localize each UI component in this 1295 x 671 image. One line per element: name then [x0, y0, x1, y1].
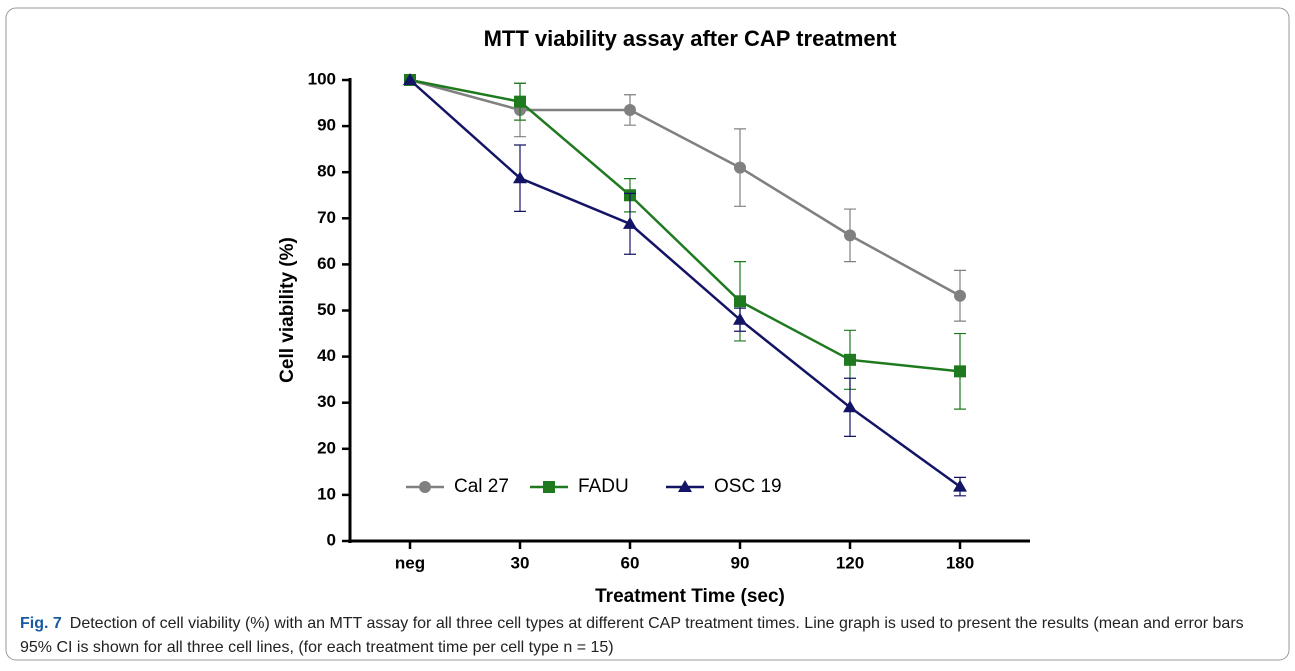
caption-label: Fig. 7 [20, 615, 62, 632]
y-tick-label: 100 [308, 69, 336, 88]
y-tick-label: 50 [317, 300, 336, 319]
caption: Fig. 7 Detection of cell viability (%) wi… [20, 612, 1275, 660]
data-point [513, 171, 527, 184]
x-tick-label: neg [395, 553, 425, 572]
data-point [403, 73, 417, 85]
data-point [954, 365, 966, 378]
legend-label: OSC 19 [714, 476, 782, 497]
x-tick-label: 180 [946, 553, 974, 572]
frame [5, 7, 1290, 661]
x-tick-label: 30 [511, 553, 530, 572]
legend-label: FADU [578, 476, 629, 497]
y-tick-label: 90 [317, 116, 336, 135]
data-point [844, 229, 856, 242]
legend-marker [419, 481, 431, 493]
legend-marker [678, 480, 692, 492]
y-tick-label: 80 [317, 162, 336, 181]
data-point [954, 289, 966, 302]
legend-marker [543, 481, 555, 493]
data-point [733, 312, 747, 325]
x-axis-title: Treatment Time (sec) [595, 586, 785, 607]
y-tick-label: 30 [317, 392, 336, 411]
data-point [734, 295, 746, 308]
y-tick-label: 70 [317, 208, 336, 227]
data-point [623, 216, 637, 229]
x-tick-label: 120 [836, 553, 864, 572]
data-point [843, 400, 857, 413]
data-point [844, 353, 856, 366]
series-line [409, 78, 961, 297]
data-point [514, 95, 526, 108]
y-axis-title: Cell viability (%) [277, 237, 298, 383]
y-tick-label: 10 [317, 484, 336, 503]
data-point [624, 103, 636, 116]
data-point [953, 479, 967, 492]
caption-text: Detection of cell viability (%) with an … [20, 615, 1244, 656]
y-tick-label: 0 [327, 530, 336, 549]
x-tick-label: 60 [621, 553, 640, 572]
y-tick-label: 20 [317, 438, 336, 457]
y-tick-label: 40 [317, 346, 336, 365]
data-point [734, 161, 746, 174]
series-line [409, 78, 961, 373]
chart-title: MTT viability assay after CAP treatment [484, 26, 898, 51]
y-tick-label: 60 [317, 254, 336, 273]
series-line [409, 79, 961, 488]
legend-label: Cal 27 [454, 476, 509, 497]
x-tick-label: 90 [731, 553, 750, 572]
